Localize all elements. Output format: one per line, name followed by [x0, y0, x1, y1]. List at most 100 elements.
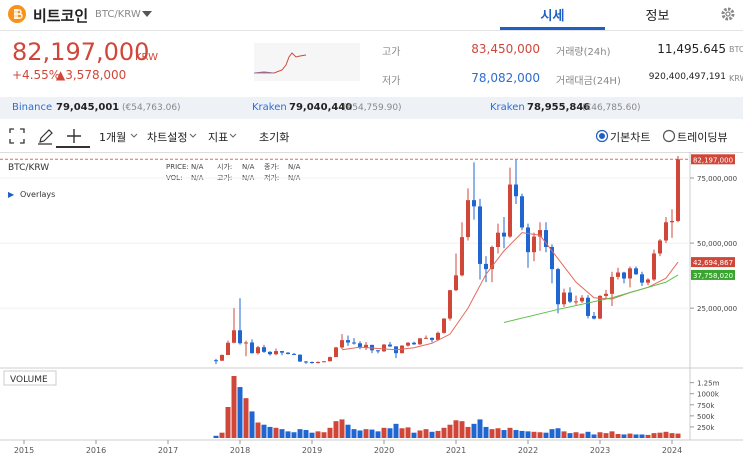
info-text: 시가: [217, 162, 232, 171]
tool-icons[interactable] [8, 127, 88, 145]
volume-bar [441, 427, 447, 438]
volume-bar [303, 430, 309, 438]
info-text: N/A [242, 163, 255, 171]
x-tick-label: 2020 [374, 446, 394, 455]
volume-bar [435, 430, 441, 438]
volume-bar [483, 426, 489, 438]
volume-bar [255, 422, 261, 438]
candle-body [496, 232, 500, 247]
volume: 11,495.645 [657, 42, 726, 56]
exchange-eur: (€54,759.90) [343, 103, 402, 113]
exchange-price: 79,040,440 [289, 102, 353, 113]
overlay-label[interactable]: Overlays [20, 190, 55, 199]
volume-bar [279, 429, 285, 438]
x-tick-label: 2018 [230, 446, 250, 455]
y-tick-label: 75,000,000 [697, 175, 737, 183]
settings-icon[interactable] [720, 6, 736, 22]
volume-bar [225, 407, 231, 438]
high-label: 고가 [382, 47, 401, 58]
candle-body [286, 352, 290, 354]
x-tick-label: 2023 [590, 446, 610, 455]
chart-settings[interactable]: 차트설정 [147, 131, 188, 144]
candle-body [244, 342, 248, 344]
candle-body [310, 362, 314, 364]
volume-bar [615, 434, 621, 438]
change-pct: +4.55% [12, 68, 61, 82]
volume-bar [309, 432, 315, 438]
candle-body [502, 232, 506, 237]
volume-bar [357, 430, 363, 438]
candle-body [436, 332, 440, 340]
candle-body [340, 340, 344, 348]
volume-bar [345, 424, 351, 438]
candle-body [262, 347, 266, 352]
candle-body [238, 330, 242, 344]
volume-bar [675, 433, 681, 438]
candle-body [214, 360, 218, 362]
mode[interactable]: 기본차트 [610, 131, 651, 144]
volume-bar [519, 430, 525, 438]
volume-bar [321, 432, 327, 438]
candle-body [550, 246, 554, 270]
end-label: 42,694,867 [693, 259, 733, 267]
candle-body [364, 344, 368, 348]
info-text: 종가: [264, 162, 279, 171]
candle-body [622, 272, 626, 279]
candle-body [472, 200, 476, 207]
candle-body [640, 274, 644, 283]
candle-body [604, 293, 608, 296]
candle-body [664, 222, 668, 241]
volume-bar [507, 427, 513, 438]
exchange-price: 79,045,001 [56, 102, 120, 113]
volume-bar [249, 411, 255, 438]
volume-bar [477, 419, 483, 438]
volume-bar [231, 376, 237, 438]
candle-body [478, 206, 482, 264]
candle-body [658, 240, 662, 254]
candle-body [298, 354, 302, 362]
tab[interactable]: 정보 [645, 9, 670, 24]
exchange-name: Binance [12, 102, 53, 113]
end-label-box [691, 257, 735, 268]
candle-body [544, 230, 548, 247]
candle-body [592, 315, 596, 319]
volume-bar [219, 432, 225, 438]
mode-radios[interactable] [595, 129, 715, 143]
y-tick-label: 50,000,000 [697, 240, 737, 248]
candle-body [646, 279, 650, 283]
pair-dropdown[interactable] [141, 10, 153, 18]
volume-bar [639, 434, 645, 438]
candle-body [274, 351, 278, 355]
candle-body [580, 297, 584, 302]
candle-body [514, 184, 518, 197]
volume-bar [669, 433, 675, 438]
reset[interactable]: 초기화 [259, 131, 290, 144]
overlay-toggle[interactable]: ▶ [8, 190, 15, 199]
v-tick-label: 750k [697, 402, 715, 410]
x-tick-label: 2022 [518, 446, 538, 455]
mode[interactable]: 트레이딩뷰 [677, 131, 728, 144]
indicators[interactable]: 지표 [208, 131, 229, 144]
period[interactable]: 1개월 [99, 131, 127, 144]
volume-bar [597, 432, 603, 438]
volume-bar [351, 429, 357, 438]
volume-bar [537, 432, 543, 438]
mini-chart [254, 43, 360, 81]
low-label: 저가 [382, 76, 401, 87]
volume-bar [567, 433, 573, 438]
volume-bar [381, 427, 387, 438]
candle-body [322, 361, 326, 363]
volume-bar [273, 427, 279, 438]
candle-body [628, 268, 632, 279]
v-tick-label: 500k [697, 413, 715, 421]
high: 83,450,000 [471, 42, 540, 56]
candle-body [226, 342, 230, 355]
candle-body [508, 184, 512, 237]
volume-bar [447, 424, 453, 438]
tab-active[interactable]: 시세 [540, 9, 565, 24]
candle-body [268, 351, 272, 355]
volume-bar [579, 433, 585, 438]
volume-bar [213, 435, 219, 438]
candle-body [448, 290, 452, 319]
candle-body [388, 344, 392, 347]
